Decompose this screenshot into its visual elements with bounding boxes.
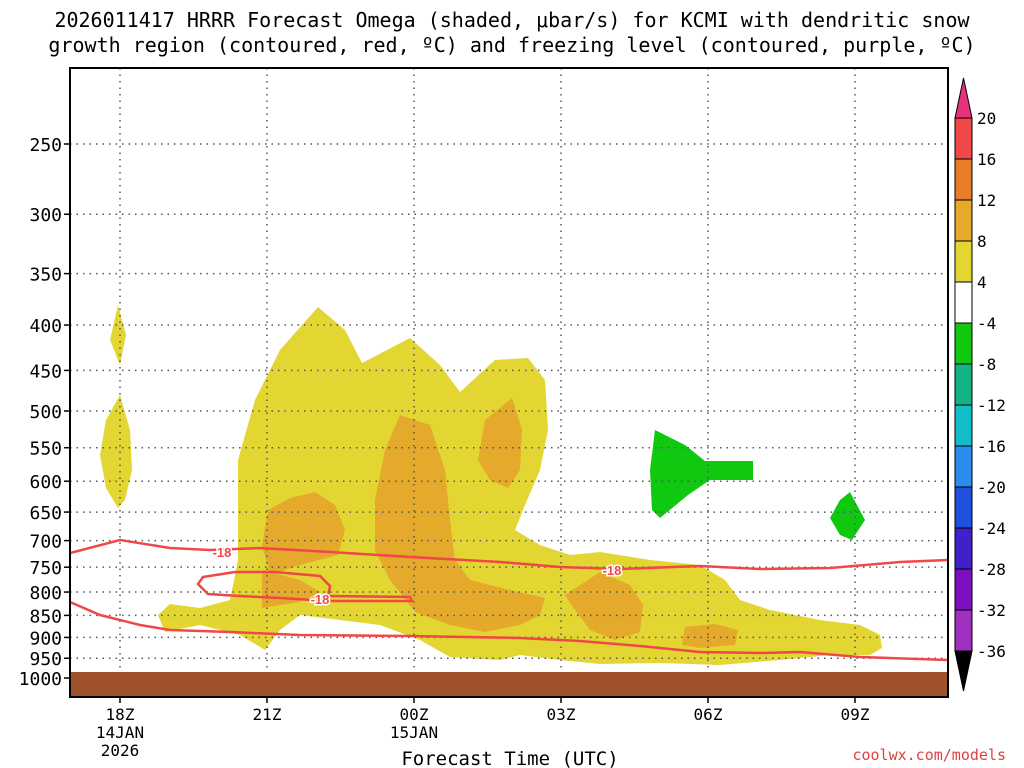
colorbar-label: -32 (977, 601, 1006, 620)
colorbar-label: -28 (977, 560, 1006, 579)
colorbar-box (954, 199, 973, 242)
colorbar-box (954, 527, 973, 570)
colorbar-box (954, 445, 973, 488)
colorbar-label: 16 (977, 150, 996, 169)
y-tick-label: 500 (29, 402, 62, 423)
y-tick-label: 900 (29, 628, 62, 649)
omega-region-orange (375, 415, 545, 632)
y-tick-label: 750 (29, 558, 62, 579)
contour-label: -18 (213, 545, 232, 560)
colorbar-label: -24 (977, 519, 1006, 538)
colorbar-label: -8 (977, 355, 996, 374)
dgz-contour-closed (196, 570, 415, 603)
y-tick-label: 300 (29, 205, 62, 226)
x-tick-sublabel: 14JAN (96, 723, 144, 742)
ground-band (70, 672, 948, 697)
x-tick-label: 06Z (694, 705, 723, 724)
plot-frame (69, 67, 949, 698)
colorbar-label: 8 (977, 232, 987, 251)
y-tick-label: 450 (29, 361, 62, 382)
colorbar-bottom-arrow (954, 650, 973, 692)
colorbar-label: -4 (977, 314, 996, 333)
colorbar-box (954, 117, 973, 160)
y-tick-label: 350 (29, 265, 62, 286)
colorbar-label: 12 (977, 191, 996, 210)
y-tick-label: 1000 (19, 669, 62, 690)
colorbar-label: -36 (977, 642, 1006, 661)
y-tick-label: 550 (29, 439, 62, 460)
colorbar-box (954, 486, 973, 529)
colorbar-label: -20 (977, 478, 1006, 497)
plot-area: -18 -18 -18 (70, 68, 948, 697)
colorbar-label: -16 (977, 437, 1006, 456)
y-tick-label: 650 (29, 503, 62, 524)
y-tick-label: 700 (29, 532, 62, 553)
omega-region-yellow (158, 307, 882, 665)
chart-title-line2: growth region (contoured, red, ºC) and f… (48, 33, 976, 57)
colorbar-box (954, 609, 973, 652)
dgz-contour-lower (70, 600, 948, 662)
x-tick-sublabel: 2026 (101, 741, 140, 760)
x-tick-label: 03Z (547, 705, 576, 724)
colorbar-box (954, 363, 973, 406)
omega-region-orange (565, 572, 643, 640)
omega-region-green (650, 430, 753, 518)
colorbar-top-arrow (954, 77, 973, 119)
chart-title-line1: 2026011417 HRRR Forecast Omega (shaded, … (54, 8, 970, 32)
y-tick-label: 850 (29, 606, 62, 627)
y-tick-label: 400 (29, 316, 62, 337)
omega-region-yellow (110, 305, 126, 365)
credit-text: coolwx.com/models (852, 746, 1006, 764)
dgz-contour-upper (70, 538, 948, 571)
x-tick-label: 21Z (253, 705, 282, 724)
colorbar-box (954, 281, 973, 324)
x-tick-label: 00Z (400, 705, 429, 724)
colorbar-label: -12 (977, 396, 1006, 415)
y-tick-label: 250 (29, 135, 62, 156)
omega-region-orange (478, 398, 522, 488)
omega-region-orange (682, 624, 738, 648)
omega-region-green (830, 492, 865, 540)
colorbar-box (954, 568, 973, 611)
colorbar-label: 20 (977, 109, 996, 128)
contour-label: -18 (603, 563, 622, 578)
y-tick-label: 600 (29, 472, 62, 493)
x-tick-label: 09Z (841, 705, 870, 724)
x-axis-title: Forecast Time (UTC) (401, 748, 618, 768)
colorbar-box (954, 158, 973, 201)
colorbar-box (954, 322, 973, 365)
colorbar-box (954, 240, 973, 283)
contour-label: -18 (311, 592, 330, 607)
colorbar-box (954, 404, 973, 447)
colorbar-label: 4 (977, 273, 987, 292)
x-tick-label: 18Z (106, 705, 135, 724)
omega-region-yellow (100, 395, 132, 508)
x-tick-sublabel: 15JAN (390, 723, 438, 742)
y-tick-label: 800 (29, 583, 62, 604)
y-tick-label: 950 (29, 649, 62, 670)
